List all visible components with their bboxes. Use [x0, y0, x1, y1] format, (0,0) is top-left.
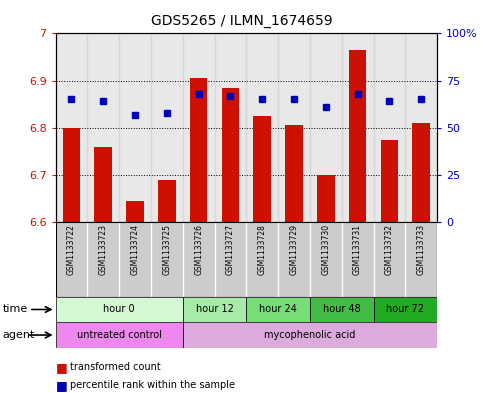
Bar: [278, 33, 310, 222]
Text: time: time: [2, 305, 28, 314]
Text: GSM1133731: GSM1133731: [353, 224, 362, 275]
Text: hour 0: hour 0: [103, 305, 135, 314]
Text: percentile rank within the sample: percentile rank within the sample: [70, 380, 235, 390]
Text: GSM1133732: GSM1133732: [385, 224, 394, 275]
Bar: [405, 222, 437, 297]
Bar: [87, 222, 119, 297]
Text: GSM1133728: GSM1133728: [258, 224, 267, 275]
Text: GSM1133722: GSM1133722: [67, 224, 76, 275]
Bar: [183, 322, 437, 348]
Text: GSM1133726: GSM1133726: [194, 224, 203, 275]
Bar: [373, 33, 405, 222]
Bar: [349, 50, 367, 222]
Text: GSM1133723: GSM1133723: [99, 224, 108, 275]
Bar: [412, 123, 430, 222]
Text: hour 48: hour 48: [323, 305, 361, 314]
Bar: [381, 140, 398, 222]
Bar: [254, 116, 271, 222]
Bar: [214, 222, 246, 297]
Text: GDS5265 / ILMN_1674659: GDS5265 / ILMN_1674659: [151, 14, 332, 28]
Text: GSM1133730: GSM1133730: [321, 224, 330, 275]
Bar: [119, 222, 151, 297]
Bar: [278, 222, 310, 297]
Text: hour 72: hour 72: [386, 305, 425, 314]
Text: hour 24: hour 24: [259, 305, 297, 314]
Text: GSM1133727: GSM1133727: [226, 224, 235, 275]
Bar: [373, 222, 405, 297]
Bar: [246, 297, 310, 322]
Text: GSM1133724: GSM1133724: [130, 224, 140, 275]
Bar: [119, 33, 151, 222]
Bar: [310, 297, 373, 322]
Bar: [126, 201, 144, 222]
Bar: [56, 222, 87, 297]
Bar: [95, 147, 112, 222]
Text: ■: ■: [56, 361, 67, 374]
Text: GSM1133733: GSM1133733: [417, 224, 426, 275]
Bar: [373, 297, 437, 322]
Bar: [246, 222, 278, 297]
Bar: [183, 222, 214, 297]
Bar: [183, 297, 246, 322]
Text: hour 12: hour 12: [196, 305, 233, 314]
Bar: [56, 33, 87, 222]
Text: agent: agent: [2, 330, 35, 340]
Bar: [342, 33, 373, 222]
Bar: [151, 222, 183, 297]
Bar: [151, 33, 183, 222]
Bar: [246, 33, 278, 222]
Bar: [214, 33, 246, 222]
Bar: [56, 322, 183, 348]
Bar: [63, 128, 80, 222]
Bar: [87, 33, 119, 222]
Text: untreated control: untreated control: [77, 330, 162, 340]
Bar: [310, 222, 342, 297]
Text: mycophenolic acid: mycophenolic acid: [264, 330, 355, 340]
Bar: [405, 33, 437, 222]
Text: ■: ■: [56, 378, 67, 392]
Bar: [317, 175, 335, 222]
Bar: [342, 222, 373, 297]
Bar: [190, 78, 207, 222]
Bar: [183, 33, 214, 222]
Bar: [310, 33, 342, 222]
Bar: [285, 125, 303, 222]
Bar: [158, 180, 176, 222]
Bar: [56, 297, 183, 322]
Text: GSM1133725: GSM1133725: [162, 224, 171, 275]
Bar: [222, 88, 239, 222]
Text: GSM1133729: GSM1133729: [289, 224, 298, 275]
Text: transformed count: transformed count: [70, 362, 161, 373]
